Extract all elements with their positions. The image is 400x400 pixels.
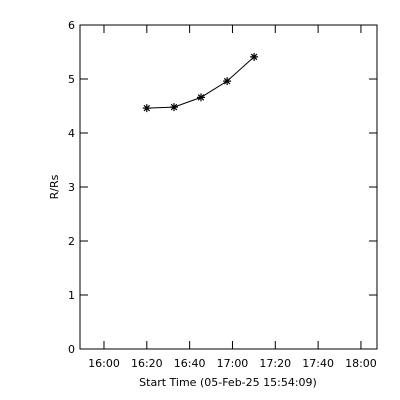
x-tick-label: 17:40 — [302, 357, 334, 370]
data-point — [142, 104, 151, 113]
data-point — [223, 77, 232, 86]
y-tick-label: 2 — [68, 235, 75, 248]
data-point — [196, 93, 205, 102]
y-tick-label: 0 — [68, 343, 75, 356]
x-tick-label: 16:40 — [174, 357, 206, 370]
data-point — [250, 52, 259, 61]
y-axis-title: R/Rs — [48, 174, 61, 199]
plot-frame — [79, 24, 378, 350]
x-axis-title: Start Time (05-Feb-25 15:54:09) — [139, 376, 317, 389]
x-tick-label: 18:00 — [345, 357, 377, 370]
x-tick-label: 17:20 — [259, 357, 291, 370]
y-tick-label: 6 — [68, 19, 75, 32]
y-tick-label: 4 — [68, 127, 75, 140]
y-tick-label: 5 — [68, 73, 75, 86]
data-point — [170, 103, 179, 112]
x-tick-label: 17:00 — [217, 357, 249, 370]
x-tick-label: 16:20 — [131, 357, 163, 370]
y-tick-label: 3 — [68, 181, 75, 194]
x-tick-label: 16:00 — [88, 357, 120, 370]
y-tick-label: 1 — [68, 289, 75, 302]
